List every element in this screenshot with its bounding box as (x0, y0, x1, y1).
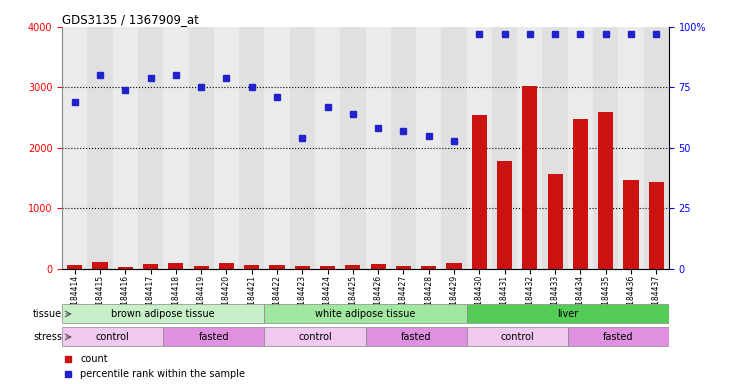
Bar (371, 264, 386, 269)
Bar (624, 180, 638, 269)
Bar (648, 182, 664, 269)
Bar (471, 114, 487, 269)
Bar (391, 27, 416, 269)
Bar (163, 27, 189, 269)
Text: stress: stress (33, 332, 62, 342)
Text: percentile rank within the sample: percentile rank within the sample (80, 369, 246, 379)
Bar (466, 27, 492, 269)
Bar (143, 264, 158, 269)
Text: fasted: fasted (401, 332, 431, 342)
Bar (466, 328, 568, 346)
Bar (517, 27, 542, 269)
Bar (270, 265, 284, 269)
Bar (62, 27, 88, 269)
Text: fasted: fasted (199, 332, 229, 342)
Text: control: control (500, 332, 534, 342)
Bar (163, 328, 265, 346)
Bar (67, 265, 83, 269)
Bar (113, 27, 138, 269)
Bar (442, 27, 466, 269)
Text: control: control (96, 332, 129, 342)
Bar (568, 27, 593, 269)
Bar (340, 27, 366, 269)
Bar (265, 305, 466, 323)
Bar (265, 328, 366, 346)
Bar (239, 27, 265, 269)
Bar (62, 328, 163, 346)
Bar (366, 328, 466, 346)
Bar (168, 263, 183, 269)
Bar (421, 266, 436, 269)
Bar (542, 27, 568, 269)
Bar (466, 305, 669, 323)
Text: tissue: tissue (33, 309, 62, 319)
Bar (138, 27, 163, 269)
Text: GDS3135 / 1367909_at: GDS3135 / 1367909_at (62, 13, 199, 26)
Text: fasted: fasted (603, 332, 634, 342)
Text: count: count (80, 354, 108, 364)
Bar (219, 263, 234, 269)
Bar (315, 27, 340, 269)
Bar (88, 27, 113, 269)
Bar (598, 112, 613, 269)
Bar (497, 161, 512, 269)
Text: white adipose tissue: white adipose tissue (315, 309, 416, 319)
Bar (244, 265, 260, 269)
Bar (366, 27, 391, 269)
Bar (118, 267, 133, 269)
Text: liver: liver (557, 309, 578, 319)
Bar (447, 263, 461, 269)
Bar (92, 262, 107, 269)
Bar (593, 27, 618, 269)
Bar (62, 305, 265, 323)
Text: brown adipose tissue: brown adipose tissue (111, 309, 215, 319)
Bar (189, 27, 213, 269)
Bar (295, 266, 310, 269)
Bar (265, 27, 289, 269)
Bar (492, 27, 517, 269)
Bar (643, 27, 669, 269)
Bar (289, 27, 315, 269)
Bar (395, 266, 411, 269)
Bar (522, 86, 537, 269)
Bar (548, 174, 563, 269)
Bar (213, 27, 239, 269)
Bar (573, 119, 588, 269)
Text: control: control (298, 332, 332, 342)
Bar (618, 27, 643, 269)
Bar (416, 27, 442, 269)
Bar (194, 266, 209, 269)
Bar (320, 266, 335, 269)
Bar (568, 328, 669, 346)
Bar (345, 265, 360, 269)
